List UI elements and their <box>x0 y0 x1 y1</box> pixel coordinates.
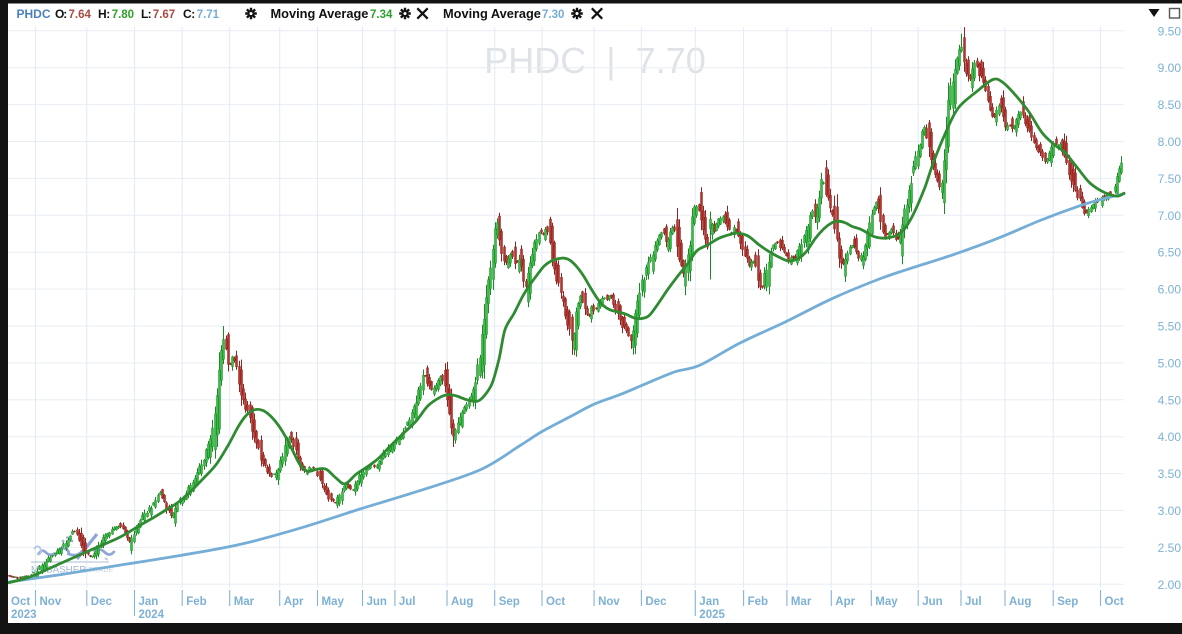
svg-text:Jul: Jul <box>399 596 416 608</box>
svg-text:Nov: Nov <box>40 596 62 608</box>
svg-text:MUBASHER: MUBASHER <box>31 565 86 576</box>
svg-text:2.00: 2.00 <box>1158 578 1182 592</box>
svg-text:C: C <box>183 7 192 21</box>
svg-text:Apr: Apr <box>284 596 304 608</box>
svg-text:H: H <box>98 7 107 21</box>
svg-text:Moving Average: Moving Average <box>443 6 541 21</box>
svg-text:3.00: 3.00 <box>1158 504 1182 518</box>
svg-text:Oct: Oct <box>11 596 30 608</box>
svg-text:Jul: Jul <box>965 596 982 608</box>
svg-text::: : <box>148 7 152 21</box>
svg-text::: : <box>63 7 67 21</box>
svg-text:L: L <box>141 7 148 21</box>
svg-text::: : <box>191 7 195 21</box>
svg-text:7.80: 7.80 <box>112 9 134 21</box>
svg-text:Dec: Dec <box>645 596 667 608</box>
svg-text:Jun: Jun <box>367 596 387 608</box>
svg-text:Mar: Mar <box>791 596 812 608</box>
svg-text:Oct: Oct <box>1105 596 1124 608</box>
svg-text:TRADE: TRADE <box>89 567 114 574</box>
svg-text:6.00: 6.00 <box>1158 283 1182 297</box>
svg-text:2023: 2023 <box>11 609 37 621</box>
svg-text:PHDC | 7.70: PHDC | 7.70 <box>484 40 705 81</box>
svg-text:2025: 2025 <box>699 609 725 621</box>
svg-text:5.50: 5.50 <box>1158 320 1182 334</box>
svg-text:7.71: 7.71 <box>197 9 220 21</box>
svg-text:Jan: Jan <box>699 596 719 608</box>
svg-text:7.67: 7.67 <box>153 9 175 21</box>
svg-text:Apr: Apr <box>835 596 855 608</box>
svg-text:Aug: Aug <box>451 596 473 608</box>
svg-text:Moving Average: Moving Average <box>271 6 369 21</box>
svg-text:7.30: 7.30 <box>542 9 564 21</box>
svg-text:9.50: 9.50 <box>1158 24 1182 38</box>
svg-text:4.00: 4.00 <box>1158 430 1182 444</box>
svg-text:Dec: Dec <box>91 596 113 608</box>
svg-text:May: May <box>875 596 898 608</box>
svg-text:2024: 2024 <box>139 609 165 621</box>
svg-text:6.50: 6.50 <box>1158 246 1182 260</box>
svg-text:8.50: 8.50 <box>1158 98 1182 112</box>
svg-text:8.00: 8.00 <box>1158 135 1182 149</box>
svg-text:7.34: 7.34 <box>370 9 393 21</box>
svg-text:7.00: 7.00 <box>1158 209 1182 223</box>
svg-text:Nov: Nov <box>598 596 620 608</box>
svg-text:Jun: Jun <box>922 596 942 608</box>
svg-text:2.50: 2.50 <box>1158 541 1182 555</box>
svg-text:O: O <box>55 7 64 21</box>
svg-text:7.64: 7.64 <box>69 9 92 21</box>
svg-text:Jan: Jan <box>139 596 159 608</box>
svg-text:Sep: Sep <box>1057 596 1078 608</box>
svg-text:4.50: 4.50 <box>1158 393 1182 407</box>
svg-text:May: May <box>322 596 345 608</box>
svg-text:7.50: 7.50 <box>1158 172 1182 186</box>
svg-text:Mar: Mar <box>234 596 255 608</box>
svg-text:Feb: Feb <box>186 596 206 608</box>
svg-text::: : <box>106 7 110 21</box>
svg-text:PHDC: PHDC <box>17 7 51 21</box>
svg-text:3.50: 3.50 <box>1158 467 1182 481</box>
svg-text:Aug: Aug <box>1009 596 1031 608</box>
svg-text:Sep: Sep <box>499 596 520 608</box>
svg-text:Oct: Oct <box>546 596 565 608</box>
svg-text:5.00: 5.00 <box>1158 356 1182 370</box>
svg-text:Feb: Feb <box>748 596 768 608</box>
svg-text:9.00: 9.00 <box>1158 61 1182 75</box>
